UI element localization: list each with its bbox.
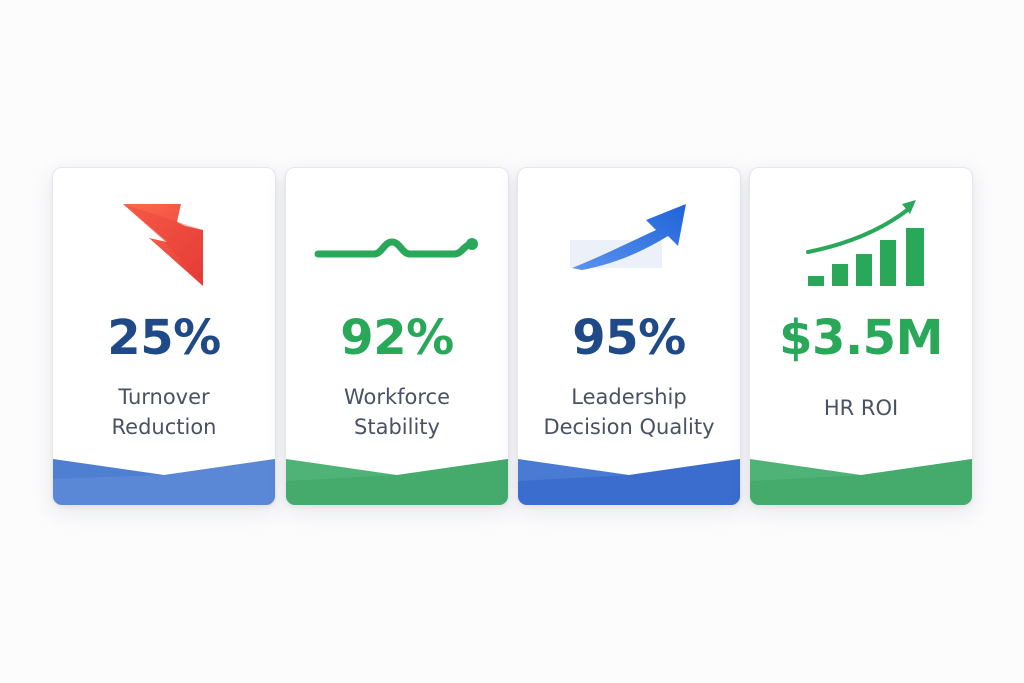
kpi-card-turnover-reduction: 25% Turnover Reduction xyxy=(52,167,276,506)
kpi-card-leadership-decision-quality: 95% Leadership Decision Quality xyxy=(517,167,741,506)
kpi-label-line: Turnover xyxy=(118,385,210,409)
kpi-label: HR ROI xyxy=(750,393,972,423)
kpi-card-workforce-stability: 92% Workforce Stability xyxy=(285,167,509,506)
kpi-value: $3.5M xyxy=(779,310,943,366)
kpi-label-line: Stability xyxy=(354,415,440,439)
kpi-label: Turnover Reduction xyxy=(53,382,275,442)
kpi-label: Workforce Stability xyxy=(286,382,508,442)
growth-bar-chart-icon xyxy=(750,168,972,298)
kpi-label-line: HR ROI xyxy=(823,396,899,420)
kpi-value: 92% xyxy=(340,310,454,366)
kpi-card-row: 25% Turnover Reduction 92% Workforce Sta… xyxy=(52,167,973,506)
card-footer-band xyxy=(518,459,740,505)
flat-trend-line-icon xyxy=(286,168,508,298)
kpi-label-line: Leadership xyxy=(571,385,687,409)
kpi-value: 95% xyxy=(572,310,686,366)
kpi-label: Leadership Decision Quality xyxy=(518,382,740,442)
card-footer-band xyxy=(286,459,508,505)
trend-down-arrow-icon xyxy=(53,168,275,298)
kpi-card-hr-roi: $3.5M HR ROI xyxy=(749,167,973,506)
card-footer-band xyxy=(53,459,275,505)
card-footer-band xyxy=(750,459,972,505)
trend-up-arrow-icon xyxy=(518,168,740,298)
kpi-value: 25% xyxy=(107,310,221,366)
kpi-label-line: Reduction xyxy=(111,415,217,439)
kpi-label-line: Workforce xyxy=(343,385,451,409)
kpi-label-line: Decision Quality xyxy=(543,415,715,439)
